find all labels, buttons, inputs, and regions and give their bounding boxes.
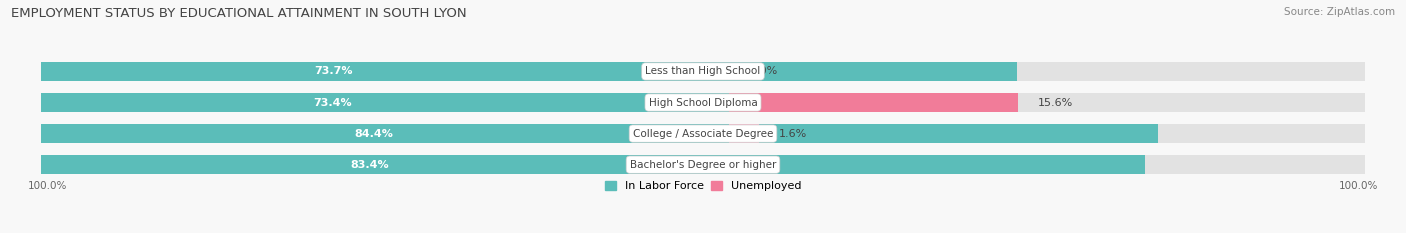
Bar	[41, 124, 1159, 143]
Bar	[41, 155, 1144, 174]
Text: 83.4%: 83.4%	[350, 160, 389, 170]
Text: 0.0%: 0.0%	[749, 66, 778, 76]
Text: 84.4%: 84.4%	[354, 129, 392, 139]
Text: 0.0%: 0.0%	[749, 160, 778, 170]
Bar	[730, 93, 1018, 112]
Bar	[41, 124, 1365, 143]
Bar	[41, 93, 1012, 112]
Bar	[41, 93, 1365, 112]
Text: 1.6%: 1.6%	[779, 129, 807, 139]
Text: 15.6%: 15.6%	[1038, 98, 1074, 107]
Text: 73.7%: 73.7%	[315, 66, 353, 76]
Text: 100.0%: 100.0%	[1339, 181, 1378, 191]
Legend: In Labor Force, Unemployed: In Labor Force, Unemployed	[600, 176, 806, 196]
Text: Source: ZipAtlas.com: Source: ZipAtlas.com	[1284, 7, 1395, 17]
Bar	[41, 155, 1365, 174]
Text: High School Diploma: High School Diploma	[648, 98, 758, 107]
Text: 73.4%: 73.4%	[314, 98, 352, 107]
Bar	[730, 124, 759, 143]
Text: College / Associate Degree: College / Associate Degree	[633, 129, 773, 139]
Text: Less than High School: Less than High School	[645, 66, 761, 76]
Text: Bachelor's Degree or higher: Bachelor's Degree or higher	[630, 160, 776, 170]
Bar	[41, 62, 1017, 81]
Text: 100.0%: 100.0%	[28, 181, 67, 191]
Bar	[41, 62, 1365, 81]
Text: EMPLOYMENT STATUS BY EDUCATIONAL ATTAINMENT IN SOUTH LYON: EMPLOYMENT STATUS BY EDUCATIONAL ATTAINM…	[11, 7, 467, 20]
